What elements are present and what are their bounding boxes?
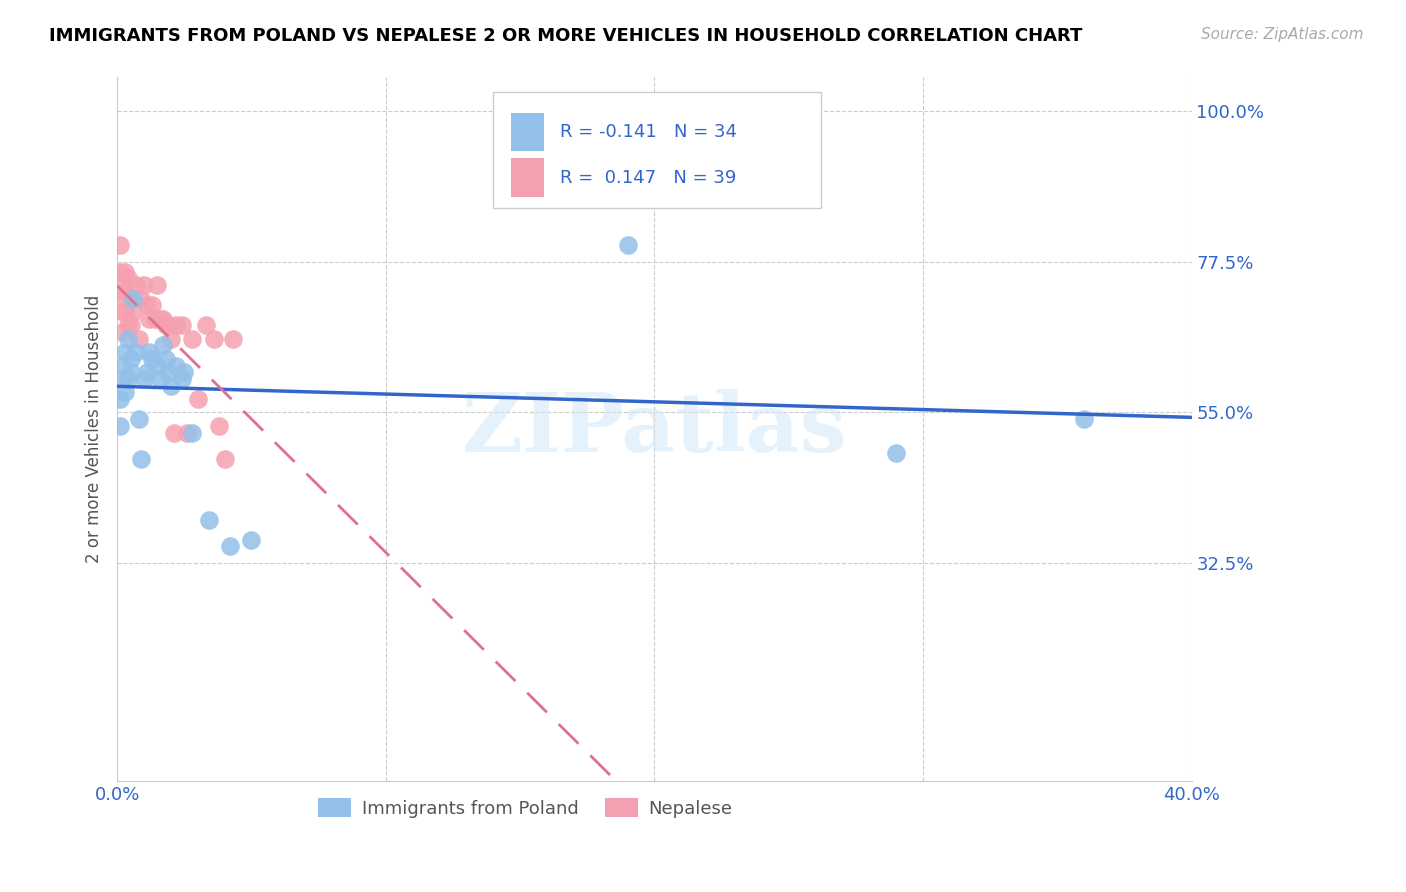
Point (157, 365, 180, 379)
Point (117, 318, 139, 333)
Point (108, 292, 131, 306)
Point (108, 418, 131, 433)
Point (114, 345, 136, 359)
Point (114, 265, 136, 279)
Point (125, 278, 148, 293)
Point (165, 318, 187, 333)
Text: R =  0.147   N = 39: R = 0.147 N = 39 (560, 169, 737, 186)
Point (128, 332, 150, 346)
Text: Source: ZipAtlas.com: Source: ZipAtlas.com (1201, 27, 1364, 42)
Point (155, 318, 177, 333)
Point (138, 311, 160, 326)
Point (165, 359, 187, 373)
Point (176, 425, 198, 440)
Point (120, 365, 142, 379)
Point (1073, 412, 1095, 426)
Point (616, 238, 638, 252)
Point (132, 278, 155, 293)
Point (162, 425, 184, 440)
Point (141, 351, 163, 366)
Point (120, 292, 142, 306)
Point (128, 412, 150, 426)
Point (143, 311, 166, 326)
Point (173, 365, 195, 379)
Point (146, 278, 169, 293)
Point (152, 338, 174, 352)
Point (157, 318, 180, 333)
Point (208, 418, 231, 433)
Point (117, 271, 139, 285)
Point (122, 292, 145, 306)
Point (181, 332, 204, 346)
Point (194, 318, 217, 333)
Point (884, 445, 907, 459)
Point (132, 372, 155, 386)
Point (117, 332, 139, 346)
Point (202, 332, 225, 346)
Point (170, 372, 193, 386)
Point (114, 385, 136, 400)
Point (141, 298, 163, 312)
Text: IMMIGRANTS FROM POLAND VS NEPALESE 2 OR MORE VEHICLES IN HOUSEHOLD CORRELATION C: IMMIGRANTS FROM POLAND VS NEPALESE 2 OR … (49, 27, 1083, 45)
Point (108, 238, 131, 252)
Point (131, 452, 153, 467)
Text: R = -0.141   N = 34: R = -0.141 N = 34 (560, 123, 737, 141)
Point (111, 278, 134, 293)
Point (146, 359, 169, 373)
Point (160, 332, 183, 346)
Point (160, 378, 183, 392)
Point (149, 372, 172, 386)
Point (152, 311, 174, 326)
Point (111, 372, 134, 386)
Point (114, 285, 136, 299)
Point (135, 365, 157, 379)
Point (131, 292, 153, 306)
Point (221, 332, 243, 346)
Point (125, 345, 148, 359)
Point (170, 318, 193, 333)
Point (155, 351, 177, 366)
Point (111, 359, 134, 373)
Point (240, 533, 263, 547)
Point (120, 318, 142, 333)
Point (149, 311, 172, 326)
Point (120, 351, 142, 366)
Point (111, 305, 134, 319)
Point (135, 298, 157, 312)
Point (108, 392, 131, 406)
Point (114, 305, 136, 319)
Point (138, 345, 160, 359)
Y-axis label: 2 or more Vehicles in Household: 2 or more Vehicles in Household (86, 295, 103, 564)
Point (108, 265, 131, 279)
Text: ZIPatlas: ZIPatlas (461, 389, 848, 469)
FancyBboxPatch shape (494, 92, 821, 208)
Point (111, 325, 134, 339)
Point (197, 513, 219, 527)
FancyBboxPatch shape (512, 159, 544, 197)
Point (181, 425, 204, 440)
Point (122, 305, 145, 319)
Point (187, 392, 209, 406)
FancyBboxPatch shape (512, 112, 544, 152)
Point (117, 372, 139, 386)
Point (219, 540, 242, 554)
Point (214, 452, 236, 467)
Legend: Immigrants from Poland, Nepalese: Immigrants from Poland, Nepalese (311, 791, 740, 825)
